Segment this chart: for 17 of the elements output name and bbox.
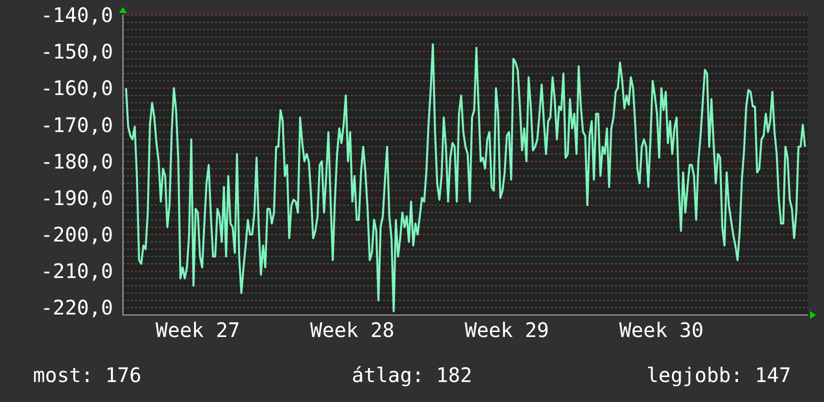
y-tick-label: -220,0 <box>40 296 113 320</box>
y-tick-label: -190,0 <box>40 186 113 210</box>
text: átlag: 182 <box>352 363 472 387</box>
x-tick-label: Week 29 <box>464 318 549 342</box>
x-tick-label: Week 28 <box>310 318 394 342</box>
y-tick-label: -170,0 <box>40 112 113 137</box>
text: legjobb: 147 <box>646 363 791 387</box>
y-tick-label: -200,0 <box>40 222 113 247</box>
y-tick-label: -210,0 <box>40 259 113 284</box>
x-tick-label: Week 27 <box>156 318 240 342</box>
y-tick-label: -160,0 <box>40 76 113 100</box>
y-tick-label: -140,0 <box>40 3 113 27</box>
text: most: 176 <box>33 363 142 387</box>
y-tick-label: -180,0 <box>40 149 113 174</box>
x-tick-label: Week 30 <box>619 318 704 342</box>
y-tick-label: -150,0 <box>40 40 113 64</box>
line-series <box>125 43 806 312</box>
